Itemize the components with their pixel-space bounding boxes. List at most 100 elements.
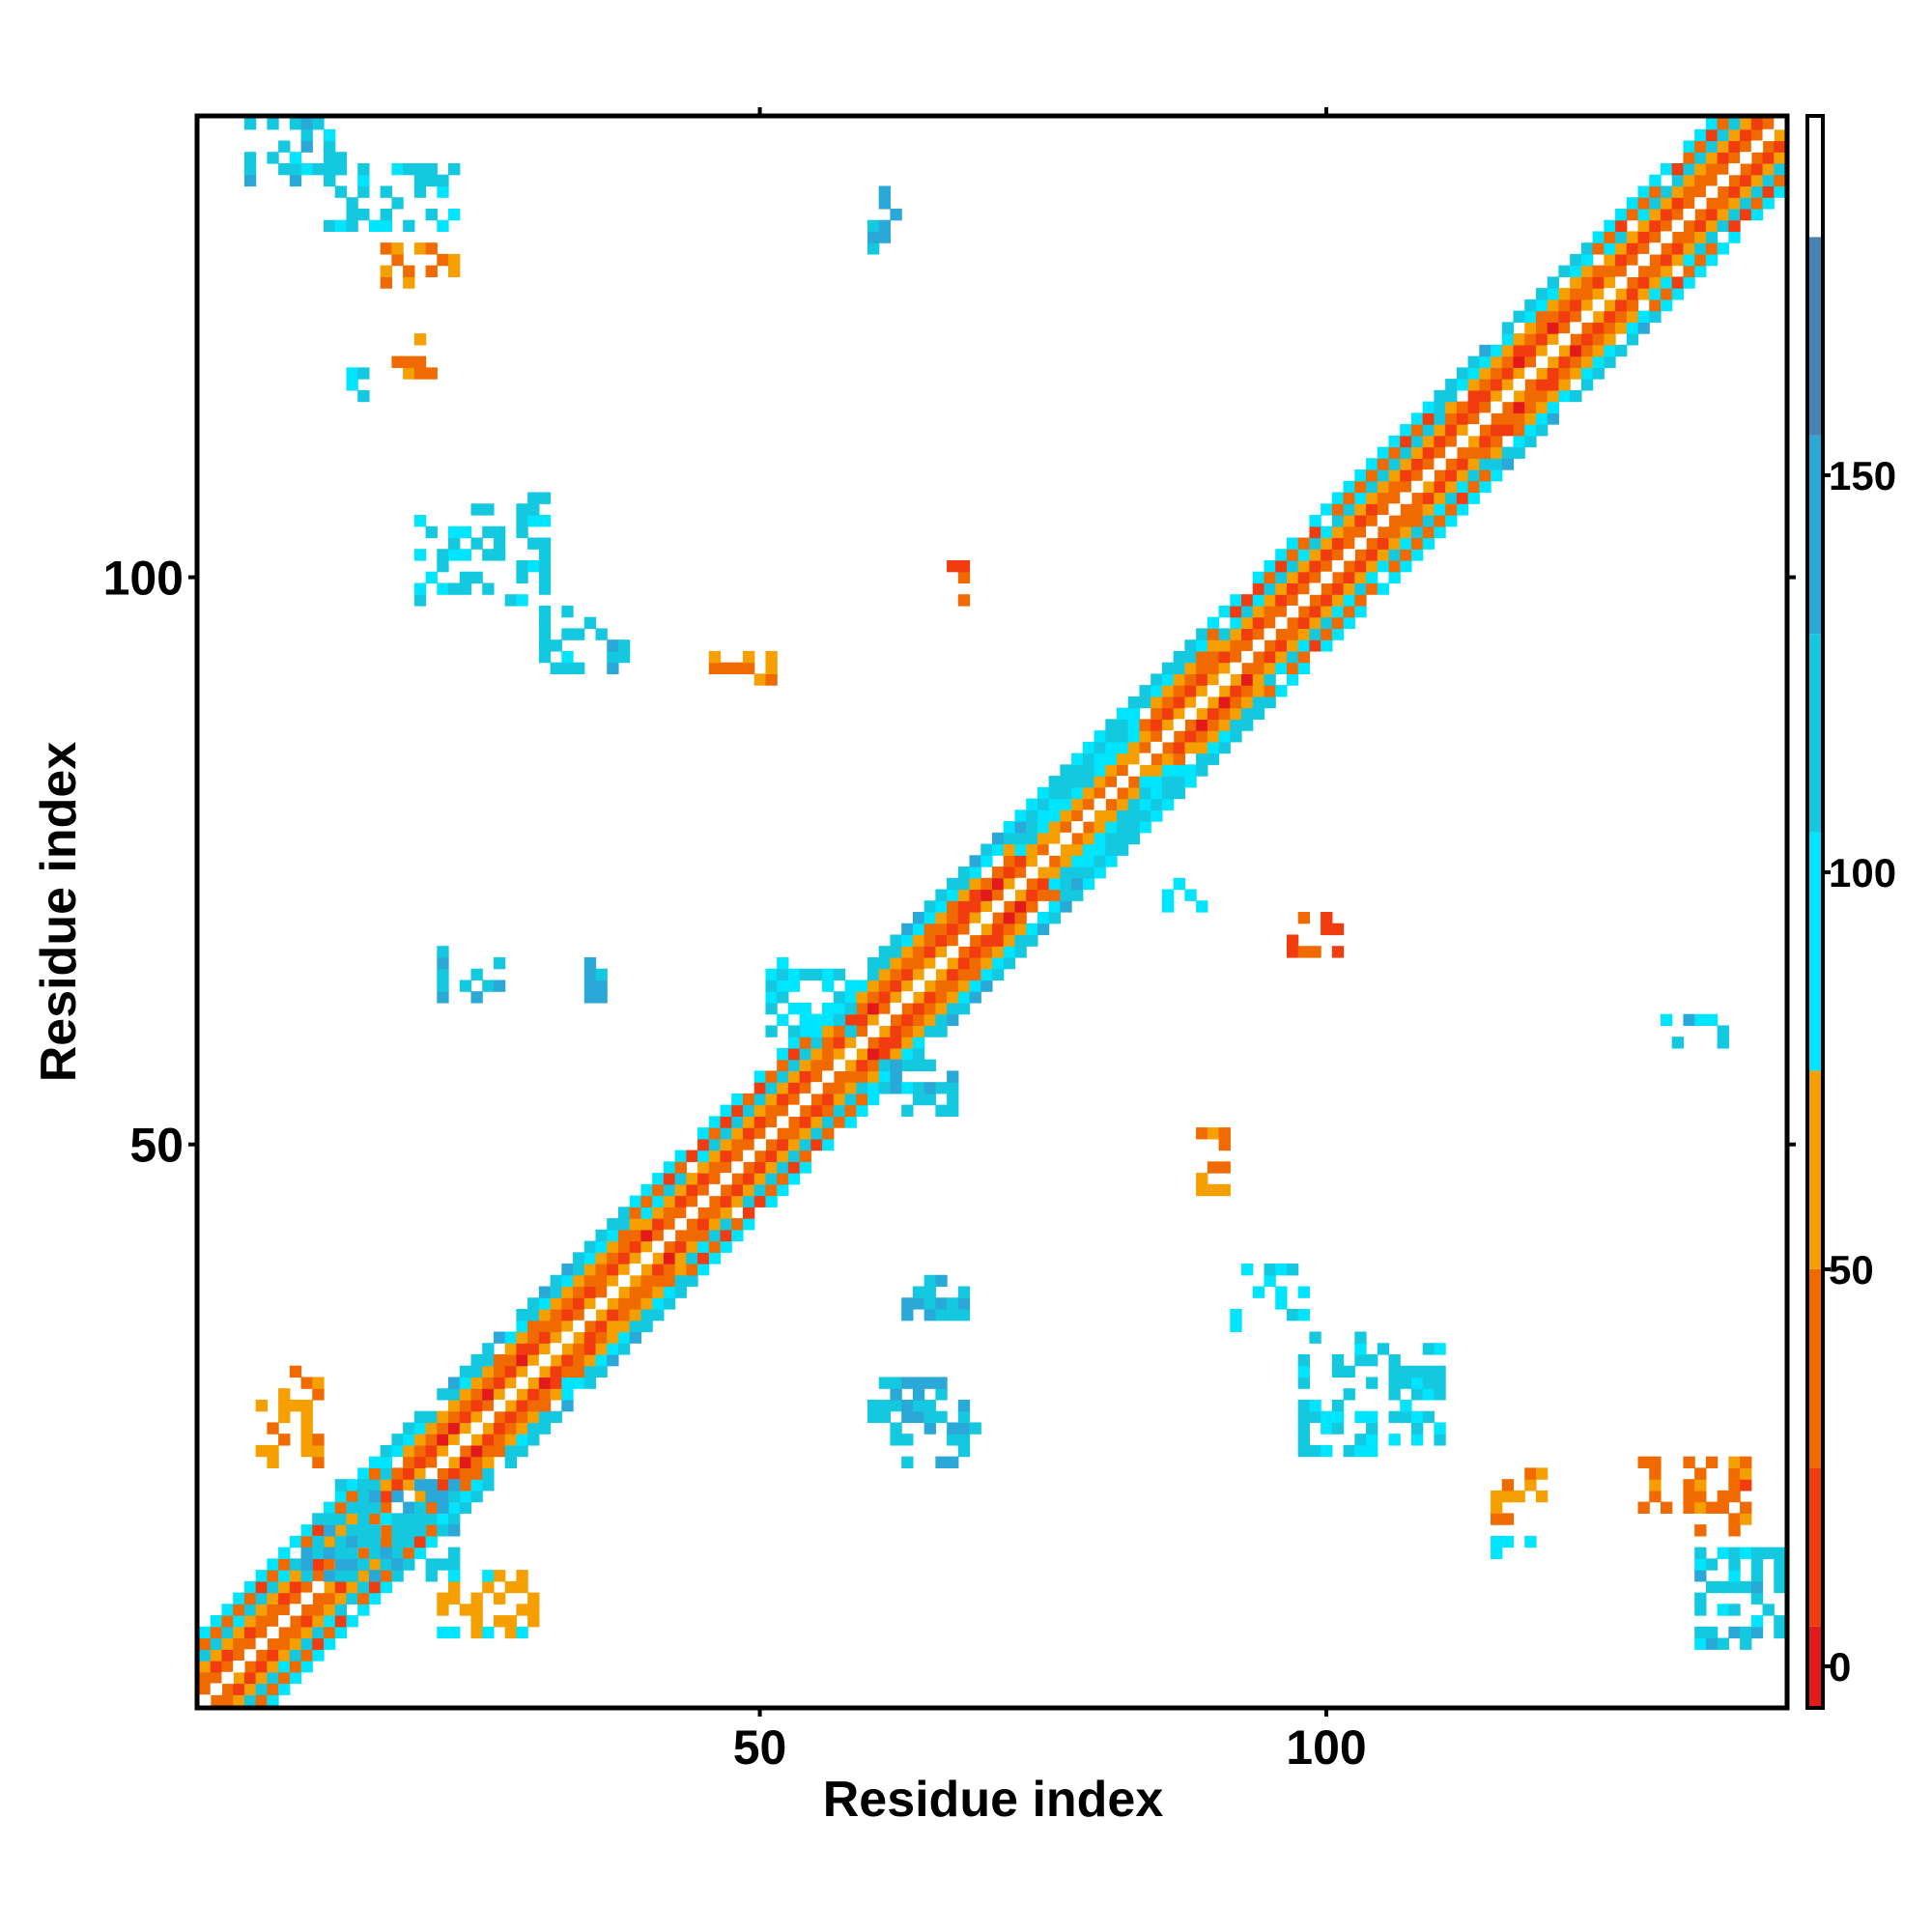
heatmap-cell xyxy=(1491,1501,1503,1514)
heatmap-cell xyxy=(969,855,981,867)
heatmap-cell xyxy=(856,1013,868,1027)
heatmap-cell xyxy=(403,265,415,277)
heatmap-cell xyxy=(1410,480,1424,494)
heatmap-cell xyxy=(1694,1013,1707,1027)
heatmap-cell xyxy=(833,1002,846,1015)
heatmap-cell xyxy=(334,1570,348,1582)
heatmap-cell xyxy=(1184,696,1197,709)
heatmap-cell xyxy=(787,968,801,981)
heatmap-cell xyxy=(1241,639,1254,652)
heatmap-cell xyxy=(413,355,427,368)
heatmap-cell xyxy=(1275,594,1288,607)
heatmap-cell xyxy=(652,1183,665,1197)
heatmap-cell xyxy=(357,185,370,198)
heatmap-cell xyxy=(255,1683,268,1695)
heatmap-cell xyxy=(289,162,302,176)
heatmap-cell xyxy=(1728,1580,1741,1594)
heatmap-cell xyxy=(583,1264,597,1276)
heatmap-cell xyxy=(583,1320,597,1333)
heatmap-cell xyxy=(1615,242,1628,255)
heatmap-cell xyxy=(1173,673,1185,686)
heatmap-cell xyxy=(731,1183,744,1197)
heatmap-cell xyxy=(459,1490,472,1503)
heatmap-cell xyxy=(1467,389,1480,403)
heatmap-cell xyxy=(957,934,971,947)
heatmap-cell xyxy=(312,1604,325,1616)
heatmap-cell xyxy=(1683,162,1695,176)
heatmap-cell xyxy=(380,1558,392,1571)
heatmap-cell xyxy=(663,1274,676,1288)
heatmap-cell xyxy=(289,1626,302,1639)
heatmap-cell xyxy=(947,1309,959,1321)
heatmap-cell xyxy=(1592,322,1605,334)
heatmap-cell xyxy=(923,968,936,981)
heatmap-cell xyxy=(1321,923,1333,936)
heatmap-cell xyxy=(1683,1490,1695,1503)
heatmap-cell xyxy=(980,889,993,901)
heatmap-cell xyxy=(1388,469,1401,482)
heatmap-cell xyxy=(777,1059,789,1071)
heatmap-cell xyxy=(1354,571,1367,584)
heatmap-cell xyxy=(1762,185,1775,198)
heatmap-cell xyxy=(1740,128,1752,142)
heatmap-cell xyxy=(437,1626,449,1639)
heatmap-cell xyxy=(1501,424,1515,437)
heatmap-cell xyxy=(629,1297,642,1310)
heatmap-cell xyxy=(1547,389,1560,403)
heatmap-cell xyxy=(527,503,540,516)
heatmap-cell xyxy=(640,1309,653,1321)
heatmap-cell xyxy=(629,1309,642,1321)
heatmap-cell xyxy=(357,1513,370,1525)
heatmap-cell xyxy=(1705,1456,1719,1468)
heatmap-cell xyxy=(1626,197,1639,210)
heatmap-cell xyxy=(992,843,1005,856)
heatmap-cell xyxy=(1728,1604,1741,1616)
heatmap-cell xyxy=(1410,424,1424,437)
heatmap-cell xyxy=(923,1309,936,1321)
heatmap-cell xyxy=(448,1626,461,1639)
heatmap-cell xyxy=(1309,559,1321,573)
heatmap-cell xyxy=(538,515,552,527)
heatmap-cell xyxy=(470,1615,483,1628)
heatmap-cell xyxy=(1750,208,1764,221)
heatmap-cell xyxy=(935,1274,948,1288)
heatmap-cell xyxy=(1649,174,1662,187)
heatmap-cell xyxy=(504,1399,517,1412)
heatmap-cell xyxy=(425,1570,438,1582)
heatmap-cell xyxy=(1060,786,1072,800)
heatmap-cell xyxy=(1592,298,1605,312)
heatmap-cell xyxy=(1422,480,1435,494)
heatmap-cell xyxy=(550,1274,562,1288)
heatmap-cell xyxy=(799,1150,811,1162)
heatmap-cell xyxy=(380,1456,392,1468)
heatmap-cell xyxy=(470,1479,483,1492)
heatmap-cell xyxy=(516,1434,528,1446)
heatmap-cell xyxy=(1297,594,1310,607)
heatmap-cell xyxy=(1331,923,1345,936)
heatmap-cell xyxy=(1774,1580,1786,1594)
heatmap-cell xyxy=(1717,118,1729,130)
heatmap-cell xyxy=(720,1240,732,1253)
heatmap-cell xyxy=(312,1558,325,1571)
heatmap-cell xyxy=(969,912,981,924)
heatmap-cell xyxy=(1570,276,1582,289)
heatmap-cell xyxy=(561,650,574,664)
heatmap-cell xyxy=(504,1331,517,1344)
colorbar-bin xyxy=(1809,634,1821,833)
heatmap-cell xyxy=(912,923,925,936)
heatmap-cell xyxy=(765,1127,778,1140)
heatmap-cell xyxy=(1434,526,1446,539)
heatmap-cell xyxy=(777,1127,789,1140)
heatmap-cell xyxy=(1037,912,1050,924)
heatmap-cell xyxy=(674,1229,687,1242)
heatmap-cell xyxy=(1434,1388,1446,1401)
heatmap-cell xyxy=(1252,696,1265,709)
heatmap-cell xyxy=(437,549,449,561)
heatmap-cell xyxy=(1343,571,1355,584)
heatmap-cell xyxy=(538,639,552,652)
heatmap-cell xyxy=(561,1343,574,1355)
heatmap-cell xyxy=(380,1580,392,1594)
heatmap-cell xyxy=(504,1615,517,1628)
heatmap-cell xyxy=(403,1479,415,1492)
heatmap-cell xyxy=(550,1353,562,1367)
